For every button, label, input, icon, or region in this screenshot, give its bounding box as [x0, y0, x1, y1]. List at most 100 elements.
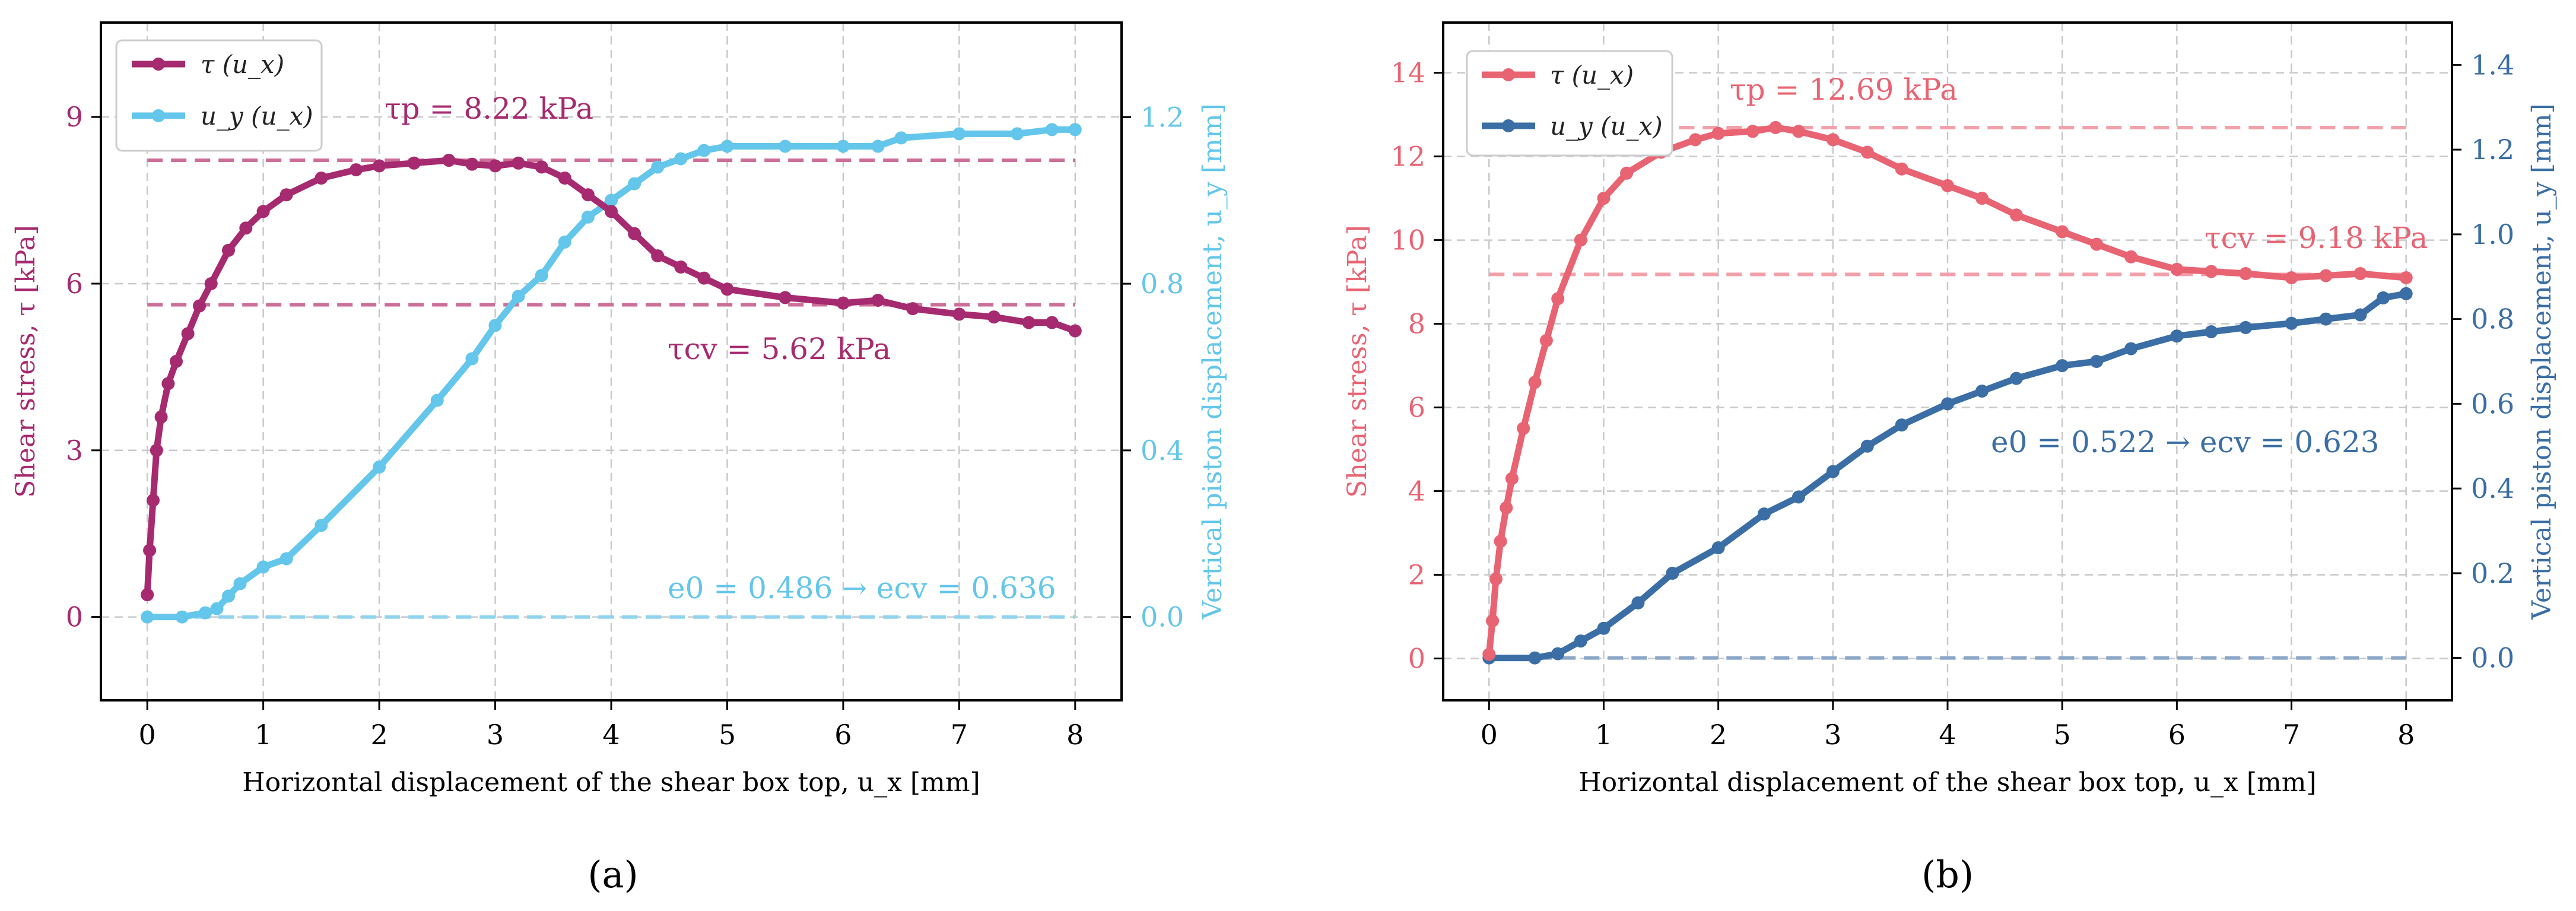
panel-b-tau-point-22: [1941, 179, 1954, 192]
panel-b-xtick-label-0: 0: [1481, 719, 1498, 751]
panel-b-tau-point-19: [1826, 133, 1840, 147]
panel-b-tau-point-17: [1769, 120, 1783, 134]
panel-a-tau-point-18: [442, 154, 456, 167]
panel-a-tau-point-13: [279, 188, 293, 202]
panel-b-uy-point-7: [1711, 541, 1725, 554]
panel-b-legend: τ (u_x) u_y (u_x): [1466, 50, 1673, 157]
legend-a-tau-label: τ (u_x): [201, 50, 284, 79]
panel-a-tau-point-30: [720, 282, 734, 296]
panel-a-tau-point-33: [871, 294, 885, 307]
panel-a-tau-point-22: [535, 160, 548, 174]
annotation-b-tau-cv: τcv = 9.18 kPa: [2205, 221, 2428, 255]
panel-b-uy-point-2: [1551, 647, 1565, 661]
panel-a-tau-point-27: [651, 249, 665, 263]
panel-a-uy-point-25: [871, 139, 885, 153]
panel-b-series: [1482, 120, 2413, 665]
panel-a-uy-point-17: [605, 193, 618, 207]
panel-b-ytick-right-label-5: 1.0: [2471, 218, 2514, 250]
panel-b-tau-point-11: [1597, 192, 1611, 205]
panel-a-tau-point-35: [952, 307, 966, 321]
panel-b-xtick-label-1: 1: [1595, 719, 1612, 751]
panel-a-uy-point-7: [279, 552, 293, 566]
panel-a-tau-point-38: [1045, 316, 1059, 329]
panel-a-uy-point-10: [430, 393, 444, 407]
panel-a-uy-point-29: [1045, 123, 1059, 137]
panel-b-tau-point-24: [2009, 208, 2023, 222]
panel-b-xtick-label-5: 5: [2054, 719, 2071, 751]
panel-b-uy-point-26: [2399, 287, 2413, 300]
panel-a-xtick-label-4: 4: [602, 719, 620, 751]
panel-a-xtick-label-1: 1: [255, 719, 272, 751]
panel-b-ytick-right-label-3: 0.6: [2471, 388, 2514, 420]
panel-b-uy-point-22: [2285, 316, 2298, 330]
panel-b-tau-point-30: [2239, 267, 2253, 280]
legend-b-uy-label: u_y (u_x): [1550, 112, 1663, 141]
panel-b-tau-point-23: [1975, 192, 1989, 205]
panel-a-tau-point-6: [170, 355, 183, 368]
panel-b-ytick-left-label-3: 6: [1408, 392, 1425, 424]
panel-a-uy-point-18: [628, 177, 641, 191]
panel-a-xtick-label-8: 8: [1066, 719, 1084, 751]
panel-a: 0 1 2 3 4 5 6 7 8 0 3 6 9 0.0 0.4 0.8 1.2 τ (u_x) u_y (u…: [11, 21, 1228, 896]
panel-b-ytick-right-label-0: 0.0: [2471, 642, 2514, 674]
panel-b-tau-point-1: [1486, 614, 1500, 628]
panel-b-x-axis-label: Horizontal displacement of the shear box…: [1578, 767, 2316, 798]
panel-b-tau-point-29: [2205, 265, 2218, 278]
panel-a-uy-point-23: [779, 139, 792, 153]
panel-b-tau-point-2: [1489, 572, 1503, 586]
panel-b-tau-point-31: [2285, 271, 2298, 284]
panel-b-uy-point-3: [1574, 634, 1587, 648]
panel-a-ytick-right-label-1: 0.4: [1141, 434, 1184, 466]
panel-b-uy-point-19: [2170, 329, 2184, 343]
panel-b-uy-point-9: [1792, 490, 1805, 504]
panel-b-tau-point-27: [2124, 250, 2138, 264]
panel-b-tau-point-3: [1494, 535, 1507, 548]
legend-a-tau-marker: [152, 58, 165, 71]
panel-a-left-axis-label: Shear stress, τ [kPa]: [11, 225, 41, 497]
legend-b-uy-marker: [1502, 119, 1515, 132]
panel-a-tau-point-12: [256, 205, 270, 218]
panel-b-left-axis-label: Shear stress, τ [kPa]: [1342, 225, 1373, 497]
panel-b-tau-point-20: [1860, 145, 1874, 159]
panel-a-tau-point-20: [488, 159, 502, 173]
panel-a-tau-point-24: [581, 188, 595, 202]
panel-a-ytick-right-label-2: 0.8: [1141, 268, 1184, 300]
panel-a-tau-point-5: [161, 377, 175, 391]
panel-b-uy-point-18: [2124, 342, 2138, 355]
legend-b-tau-marker: [1502, 68, 1515, 81]
panel-a-uy-point-2: [198, 606, 212, 620]
panel-b-uy-point-14: [1975, 385, 1989, 398]
panel-b-ytick-right-label-2: 0.4: [2471, 472, 2514, 504]
panel-b-uy-point-6: [1666, 566, 1679, 580]
legend-a-uy-marker: [152, 109, 165, 122]
panel-a-uy-point-22: [720, 139, 734, 153]
panel-a-ytick-left-label-1: 3: [66, 434, 83, 466]
annotation-a-tau-peak: τp = 8.22 kPa: [385, 91, 593, 126]
panel-b-uy-point-10: [1826, 465, 1840, 478]
panel-a-tau-point-26: [628, 227, 641, 240]
panel-a-tau-point-8: [193, 299, 207, 313]
panel-a-ytick-left-label-2: 6: [66, 268, 83, 300]
panel-a-tau-point-37: [1022, 316, 1036, 329]
panel-b-right-axis-label: Vertical piston displacement, u_y [mm]: [2527, 103, 2557, 620]
panel-b-uy-point-8: [1757, 507, 1771, 520]
panel-a-uy-point-13: [512, 290, 525, 303]
panel-a-tau-point-23: [558, 172, 571, 185]
panel-a-tau-point-10: [222, 243, 235, 257]
panel-a-tau-point-39: [1068, 324, 1082, 338]
panel-a-uy-point-19: [651, 160, 665, 174]
panel-a-uy-point-27: [952, 127, 966, 141]
panel-a-uy-point-3: [210, 602, 224, 615]
panel-a-xtick-label-5: 5: [719, 719, 736, 751]
panel-b-xtick-label-2: 2: [1710, 719, 1727, 751]
panel-b-xtick-label-6: 6: [2168, 719, 2186, 751]
panel-b-uy-point-5: [1631, 596, 1645, 610]
panel-a-right-axis-label: Vertical piston displacement, u_y [mm]: [1198, 103, 1228, 620]
panel-a-tau-point-17: [407, 156, 421, 170]
panel-b-tau-point-9: [1551, 292, 1565, 306]
panel-a-xtick-label-2: 2: [370, 719, 387, 751]
panel-b-uy-point-16: [2056, 359, 2069, 373]
panel-b-uy-point-11: [1860, 439, 1874, 453]
panel-b-uy-point-13: [1941, 397, 1954, 411]
